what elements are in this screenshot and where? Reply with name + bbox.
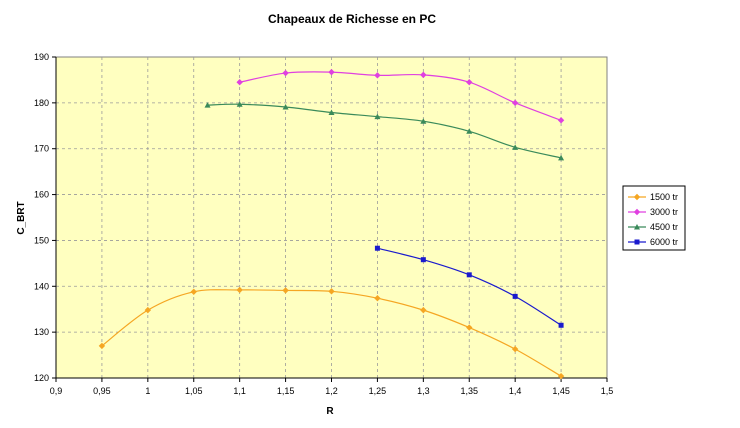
data-point (466, 324, 473, 331)
x-tick-label: 1,15 (277, 386, 295, 396)
data-point (420, 257, 426, 263)
data-point (236, 101, 243, 107)
y-tick-label: 160 (34, 190, 49, 200)
data-point (512, 293, 518, 299)
data-point (374, 72, 381, 79)
y-tick-label: 150 (34, 235, 49, 245)
data-point (420, 71, 427, 79)
grid-lines (56, 57, 607, 378)
data-point (558, 154, 565, 161)
data-point (282, 287, 289, 294)
y-tick-labels: 120 130 140 150 160 170 180 190 (34, 52, 49, 383)
data-point (558, 322, 564, 328)
legend-entry: 4500 tr (650, 222, 678, 232)
data-point (236, 286, 243, 294)
chart-title: Chapeaux de Richesse en PC (268, 12, 436, 26)
data-point (466, 272, 472, 278)
data-point (328, 109, 335, 115)
data-point (328, 288, 335, 295)
legend: 1500 tr 3000 tr 4500 tr 6000 tr (622, 185, 686, 251)
data-point (144, 306, 152, 314)
x-tick-label: 1,25 (369, 386, 387, 396)
data-point (282, 103, 289, 110)
legend-marker (634, 224, 640, 230)
y-tick-label: 140 (34, 281, 49, 291)
series-line (239, 71, 562, 121)
x-axis-label: R (326, 406, 334, 417)
data-point (374, 295, 381, 302)
legend-marker (634, 239, 640, 245)
legend-entry: 6000 tr (650, 237, 678, 247)
x-tick-label: 1,5 (601, 386, 614, 396)
data-point (466, 79, 473, 86)
data-point (557, 117, 565, 124)
x-tick-label: 1,3 (417, 386, 430, 396)
data-point (512, 144, 519, 150)
y-tick-label: 180 (34, 98, 49, 108)
y-tick-label: 170 (34, 144, 49, 154)
data-point (511, 345, 519, 353)
data-point (420, 306, 427, 314)
data-point (282, 69, 289, 77)
y-tick-label: 190 (34, 52, 49, 62)
y-axis-label: C_BRT (16, 201, 27, 234)
x-tick-label: 1,45 (552, 386, 570, 396)
data-point (557, 372, 565, 380)
data-point (236, 79, 243, 86)
data-point (374, 245, 380, 251)
legend-marker (633, 208, 641, 216)
x-tick-label: 1,05 (185, 386, 203, 396)
data-point (328, 68, 335, 76)
x-tick-label: 1 (145, 386, 150, 396)
x-tick-labels: 0,9 0,95 1 1,05 1,1 1,15 1,2 1,25 1,3 1,35 1,4 1,45… (50, 386, 614, 396)
data-point (190, 288, 197, 295)
data-point (511, 99, 519, 107)
legend-marker (633, 193, 641, 201)
x-tick-label: 1,1 (233, 386, 246, 396)
data-point (204, 102, 211, 108)
x-tick-label: 1,35 (460, 386, 478, 396)
data-point (374, 113, 381, 120)
series-1 (98, 286, 565, 380)
axes (52, 56, 608, 382)
series-2 (236, 68, 565, 124)
data-point (466, 128, 473, 134)
x-tick-label: 0,95 (93, 386, 111, 396)
y-tick-label: 120 (34, 373, 49, 383)
series-4 (374, 245, 564, 328)
legend-entry: 3000 tr (650, 207, 678, 217)
data-point (98, 342, 106, 350)
x-tick-label: 1,4 (509, 386, 522, 396)
x-tick-label: 1,2 (325, 386, 338, 396)
legend-entry: 1500 tr (650, 192, 678, 202)
y-tick-label: 130 (34, 327, 49, 337)
x-tick-label: 0,9 (50, 386, 63, 396)
series-lines (98, 68, 565, 380)
data-point (420, 118, 427, 124)
series-3 (204, 101, 565, 161)
